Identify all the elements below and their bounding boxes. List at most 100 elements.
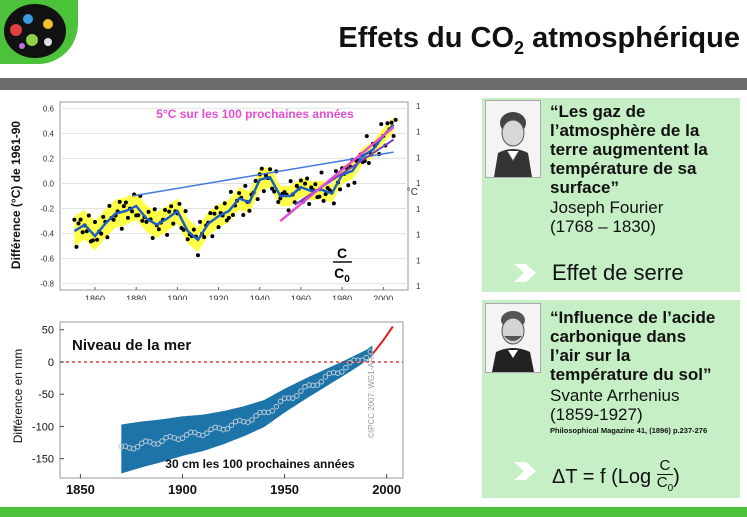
sea-data-point [155, 441, 161, 447]
header-divider-bar [0, 78, 747, 90]
temp-data-point [237, 191, 242, 196]
temp-data-point [222, 201, 227, 206]
temp-data-point [169, 204, 174, 209]
temp-y-tick: -0.4 [40, 230, 54, 239]
temp-data-point [247, 208, 252, 213]
page-title: Effets du CO2 atmosphérique [338, 22, 740, 58]
temp-data-point [72, 217, 77, 222]
sea-data-point [363, 354, 370, 361]
temp-data-point [212, 211, 217, 216]
sea-data-point [355, 357, 361, 364]
sea-data-point [261, 409, 267, 416]
logo-image [4, 4, 66, 58]
temp-data-point [99, 231, 104, 236]
temp-data-point [136, 213, 141, 218]
temp-data-point [152, 207, 157, 212]
temp-trend-line-blue [131, 151, 394, 197]
sea-data-point [228, 422, 235, 429]
temp-x-tick: 1940 [250, 294, 270, 300]
temp-data-point [181, 227, 186, 232]
temp-data-point [95, 237, 100, 242]
temp-data-point [195, 253, 200, 258]
sea-annotation-bottom: 30 cm les 100 prochaines années [165, 457, 355, 471]
sea-data-point [285, 395, 292, 401]
portrait-fourier-icon [485, 100, 541, 178]
delta-t-formula: ΔT = f (Log C C0) [552, 457, 680, 495]
temp-data-point [319, 170, 324, 175]
sea-y-tick: -150 [32, 454, 54, 466]
temp-y-tick: 0.6 [43, 104, 55, 113]
temp-x-tick: 1980 [332, 294, 352, 300]
temp-x-tick: 1900 [167, 294, 187, 300]
temp-x-tick: 1920 [209, 294, 229, 300]
sea-data-point [187, 429, 194, 436]
temp-y-tick: -0.8 [40, 280, 54, 289]
temp-y2-tick: 14.0 [416, 179, 420, 188]
temp-x-tick: 1880 [126, 294, 146, 300]
temp-data-point [74, 244, 79, 249]
temp-data-point [307, 201, 312, 206]
temp-data-point [366, 160, 371, 165]
temp-data-point [119, 226, 124, 231]
temp-annotation: 5°C sur les 100 prochaines années [156, 107, 354, 121]
temp-data-point [270, 186, 275, 191]
temperature-chart: Différence (°C) de 1961-90 0.6 0.4 0.2 0.0 -… [9, 101, 420, 300]
sea-data-point [253, 412, 259, 419]
svg-text:C: C [337, 245, 347, 261]
temp-y-tick: 0.4 [43, 129, 55, 138]
temp-x-tick: 2000 [373, 294, 393, 300]
sea-y-tick: 50 [42, 325, 54, 337]
temp-data-point [389, 120, 394, 125]
temp-data-point [191, 227, 196, 232]
sea-data-point [245, 419, 251, 425]
temp-data-point [150, 235, 155, 240]
ratio-label: C C0 [333, 245, 352, 285]
sea-data-point [224, 425, 231, 432]
temp-y2-tick: 14.4 [416, 128, 420, 137]
sea-data-point [277, 398, 284, 405]
temp-data-point [107, 203, 112, 208]
temp-data-point [177, 201, 182, 206]
temp-data-point [105, 235, 110, 240]
sea-data-point [298, 388, 304, 394]
temp-data-point [294, 183, 299, 188]
temp-data-point [171, 221, 176, 226]
temp-data-point [121, 204, 126, 209]
temp-data-point [146, 209, 151, 214]
temp-y-tick: -0.6 [40, 255, 54, 264]
temp-data-point [305, 176, 310, 181]
temp-data-point [86, 213, 91, 218]
temp-data-point [228, 189, 233, 194]
temp-y2-tick: 14.2 [416, 153, 420, 162]
temp-y-tick: 0.2 [43, 154, 55, 163]
temp-y-tick: 0.0 [43, 179, 55, 188]
chevron-right-icon [514, 462, 536, 480]
sea-data-point [367, 348, 374, 355]
temp-data-point [278, 196, 283, 201]
fourier-author: Joseph Fourier (1768 – 1830) [550, 198, 664, 236]
temp-y2-tick: 13.8 [416, 205, 420, 214]
sea-data-point [257, 409, 263, 416]
sea-data-point [289, 395, 296, 401]
temp-y2-tick: 14.6 [416, 102, 420, 111]
sea-data-point [338, 369, 345, 375]
sea-data-point [314, 382, 321, 388]
temp-data-point [130, 209, 135, 214]
chevron-right-icon [514, 264, 536, 282]
temp-data-point [276, 199, 281, 204]
sea-data-point [347, 359, 353, 366]
arrhenius-reference: Philosophical Magazine 41, (1896) p.237-… [550, 426, 708, 435]
fourier-quote: “Les gaz de l’atmosphère de la terre aug… [550, 102, 708, 197]
temp-data-point [261, 189, 266, 194]
temp-data-point [241, 212, 246, 217]
temp-data-point [321, 198, 326, 203]
sea-satellite-line [371, 325, 394, 355]
temp-data-point [111, 217, 116, 222]
footer-bar [0, 507, 747, 517]
temp-data-point [352, 180, 357, 185]
sea-data-point [183, 432, 190, 438]
sea-x-tick: 1900 [168, 482, 197, 497]
temp-uncertainty-band [74, 117, 394, 252]
temp-data-point [317, 194, 322, 199]
temp-data-point [226, 215, 231, 220]
